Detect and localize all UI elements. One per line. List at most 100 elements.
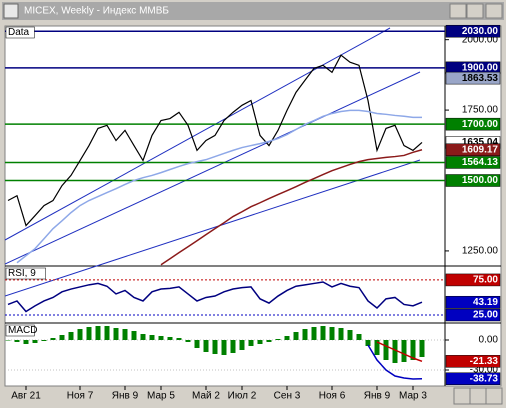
y-tick-label: 1750.00 [462,105,499,116]
histogram-bar [248,340,254,346]
series-line [160,149,423,266]
trendline [5,27,391,241]
value-tag-label: 1564.13 [462,157,499,168]
scroll-end[interactable] [485,387,503,405]
histogram-bar [32,340,38,343]
value-tag-label: 1635.04 [462,137,499,148]
histogram-bar [50,338,56,340]
series-line [7,54,423,227]
y-tick-label: 0.00 [479,335,499,346]
histogram-bar [257,340,263,344]
histogram-bar [293,332,299,340]
histogram-bar [329,327,335,340]
panel-title: Data [8,27,30,38]
histogram-bar [104,326,110,340]
scroll-right[interactable] [469,387,487,405]
histogram-bar [410,340,416,360]
histogram-bar [203,340,209,352]
value-tag [445,71,501,85]
histogram-bar [5,340,11,341]
value-tag-label: 1863.53 [462,73,499,84]
value-tag [445,273,501,287]
app-icon [3,3,19,19]
histogram-bar [311,327,317,340]
histogram-bar [392,340,398,363]
histogram-bar [194,340,200,348]
value-tag [445,295,501,309]
x-tick-label: Ноя 7 [67,391,94,402]
y-tick-label: -30.00 [470,365,499,376]
series-line [7,281,423,313]
histogram-bar [149,335,155,340]
value-tag [445,372,501,385]
histogram-bar [302,329,308,340]
y-tick-label: 1250.00 [462,246,499,257]
close-button[interactable] [485,3,503,19]
histogram-bar [167,337,173,340]
window-title: MICEX, Weekly - Индекс ММВБ [24,6,169,17]
panel-title: MACD [8,325,37,336]
histogram-bar [320,326,326,340]
histogram-bar [401,340,407,362]
scroll-left[interactable] [453,387,471,405]
histogram-bar [86,327,92,340]
histogram-bar [122,329,128,340]
histogram-bar [230,340,236,353]
value-tag [445,117,501,131]
histogram-bar [176,338,182,340]
value-tag-label: 2030.00 [462,26,499,37]
histogram-bar [113,328,119,340]
minimize-button[interactable] [449,3,467,19]
value-tag-label: 1700.00 [462,119,499,130]
series-line [16,109,422,264]
value-tag-label: 25.00 [473,310,498,321]
histogram-bar [95,326,101,340]
value-tag-label: 1500.00 [462,175,499,186]
histogram-bar [14,340,20,342]
trendline [5,159,421,297]
x-tick-label: Мар 3 [399,391,427,402]
value-tag [445,24,501,38]
histogram-bar [266,340,272,342]
histogram-bar [275,339,281,340]
panel-title-bg [5,324,35,337]
histogram-bar [383,340,389,360]
value-tag-label: 43.19 [473,297,498,308]
trendline [5,71,421,265]
value-tag [445,308,501,322]
histogram-bar [374,340,380,355]
histogram-bar [365,340,371,346]
histogram-bar [239,340,245,350]
histogram-bar [158,336,164,340]
histogram-bar [77,329,83,340]
histogram-bar [212,340,218,354]
value-tag [445,355,501,368]
plot-layer [5,30,445,380]
x-tick-label: Ноя 6 [319,391,346,402]
value-tag-label: 1609.17 [462,144,499,155]
value-tag-label: 75.00 [473,275,498,286]
histogram-bar [284,336,290,340]
value-tag [445,156,501,169]
series-line [367,344,423,380]
value-tag [445,143,501,157]
histogram-bar [140,334,146,340]
value-tag-label: -38.73 [470,373,499,384]
histogram-bar [59,335,65,340]
y-tick-label: 2000.00 [462,34,499,45]
x-tick-label: Сен 3 [274,391,301,402]
maximize-button[interactable] [466,3,484,19]
trendlines [5,27,421,297]
value-tag-label: -21.33 [470,356,499,367]
x-tick-label: Май 2 [192,391,220,402]
panel-title-bg [5,26,35,39]
title-bar [2,2,504,20]
value-tag [445,174,501,187]
histogram-bar [185,340,191,342]
value-tag-label: 1900.00 [462,62,499,73]
x-tick-label: Мар 5 [147,391,175,402]
histogram-bar [419,340,425,357]
panel-title-bg [5,267,46,280]
x-axis-bar [5,388,445,404]
histogram-bar [221,340,227,355]
